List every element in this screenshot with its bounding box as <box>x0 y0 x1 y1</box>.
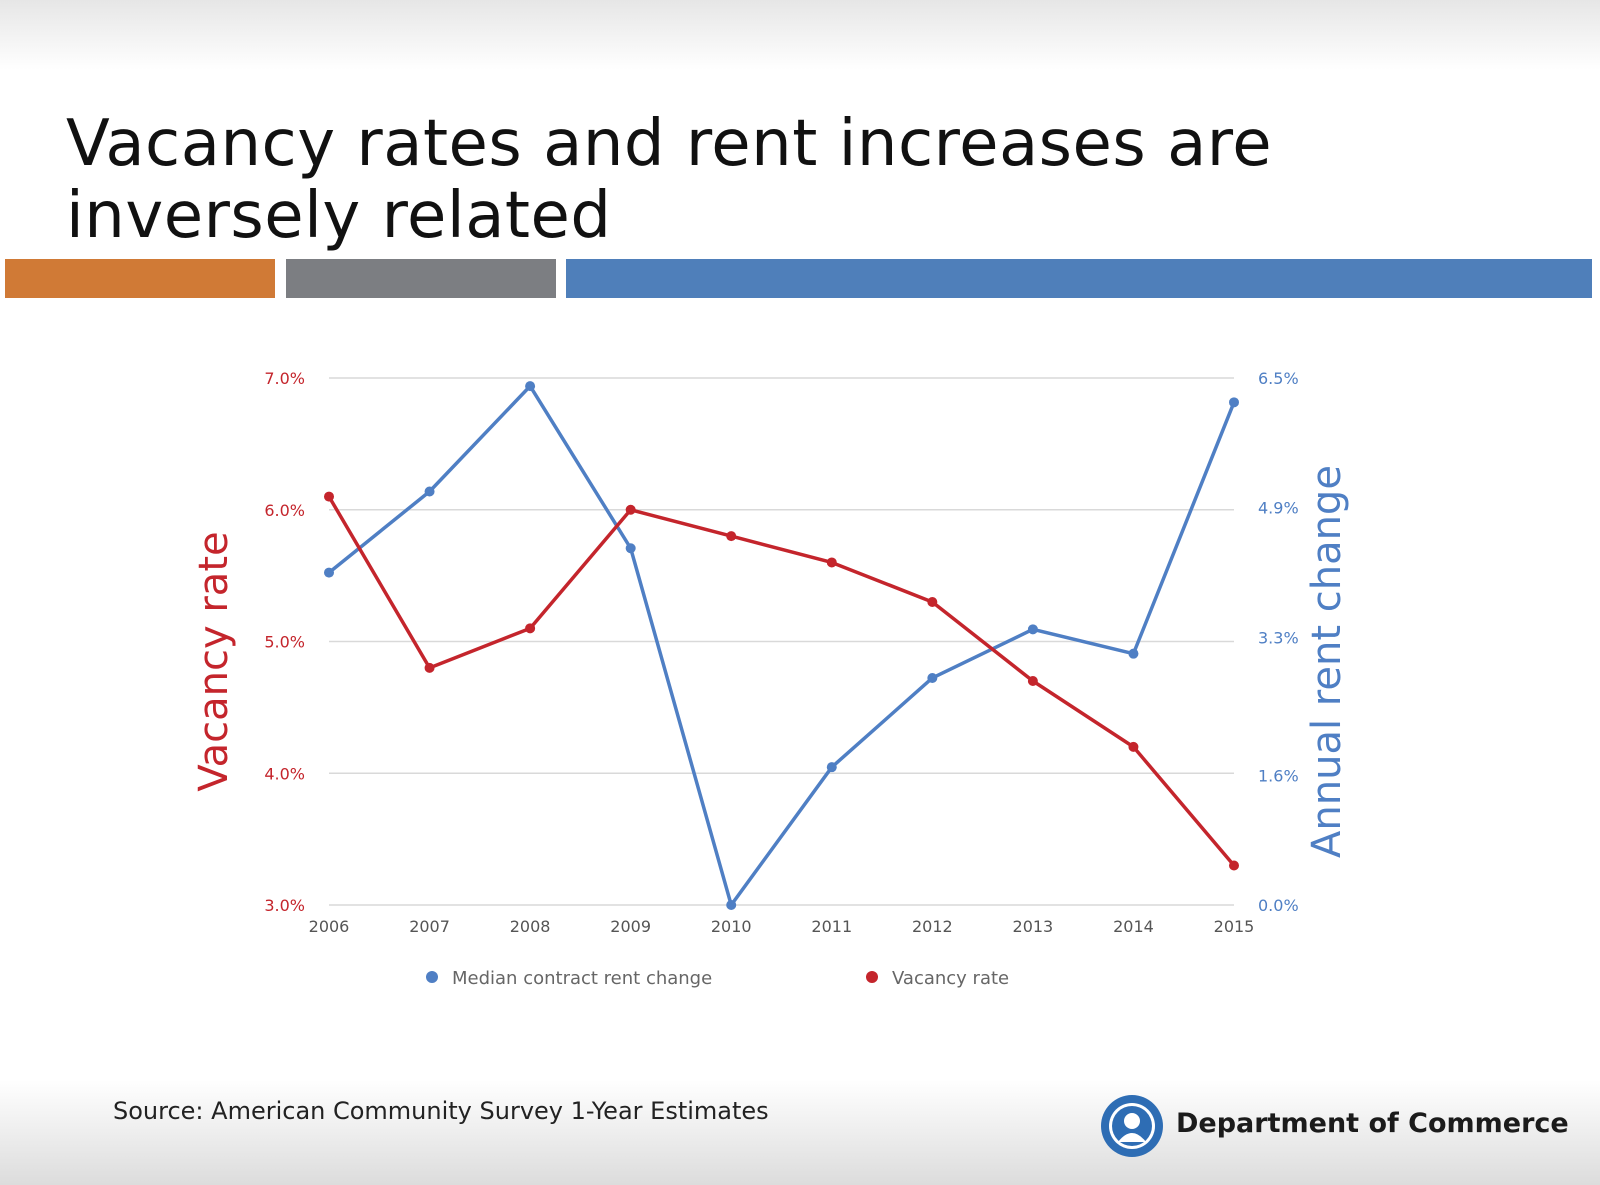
data-point-median-contract-rent-change <box>625 543 636 554</box>
x-tick-label: 2010 <box>711 917 752 936</box>
y-right-tick-label: 1.6% <box>1258 766 1299 785</box>
data-point-vacancy-rate <box>525 623 536 634</box>
x-tick-label: 2008 <box>510 917 551 936</box>
legend-label-median-contract-rent-change: Median contract rent change <box>452 968 712 989</box>
y-right-tick-label: 0.0% <box>1258 896 1299 915</box>
y-right-axis-title: Annual rent change <box>1304 465 1350 858</box>
x-tick-label: 2013 <box>1013 917 1054 936</box>
y-right-tick-label: 4.9% <box>1258 499 1299 518</box>
source-note: Source: American Community Survey 1-Year… <box>113 1097 769 1125</box>
y-right-tick-label: 3.3% <box>1258 628 1299 647</box>
data-point-vacancy-rate <box>424 662 435 673</box>
data-point-vacancy-rate <box>625 504 636 515</box>
data-point-median-contract-rent-change <box>1229 397 1239 408</box>
x-tick-label: 2012 <box>912 917 953 936</box>
data-point-median-contract-rent-change <box>324 567 334 578</box>
y-left-tick-label: 6.0% <box>264 501 305 520</box>
slide-title: Vacancy rates and rent increases are inv… <box>66 107 1273 253</box>
data-point-vacancy-rate <box>927 596 938 607</box>
data-point-median-contract-rent-change <box>424 486 435 497</box>
data-point-median-contract-rent-change <box>826 762 837 773</box>
data-point-vacancy-rate <box>1128 741 1139 752</box>
state-of-washington-seal-icon <box>1101 1095 1163 1157</box>
data-point-median-contract-rent-change <box>1128 648 1139 659</box>
data-point-vacancy-rate <box>324 491 334 502</box>
y-left-axis-title: Vacancy rate <box>191 531 237 791</box>
legend-marker-vacancy-rate <box>866 971 878 983</box>
x-tick-label: 2015 <box>1214 917 1255 936</box>
data-point-median-contract-rent-change <box>1027 624 1038 635</box>
x-tick-label: 2011 <box>811 917 852 936</box>
y-left-tick-label: 3.0% <box>264 896 305 915</box>
data-point-median-contract-rent-change <box>927 672 938 683</box>
series-line-vacancy-rate <box>327 495 1236 867</box>
data-point-vacancy-rate <box>1027 676 1038 687</box>
x-tick-label: 2007 <box>409 917 450 936</box>
data-point-vacancy-rate <box>726 531 737 542</box>
x-tick-label: 2009 <box>610 917 651 936</box>
accent-bar-gray <box>286 259 556 298</box>
accent-bar-blue <box>566 259 1592 298</box>
y-right-tick-label: 6.5% <box>1258 369 1299 388</box>
data-point-vacancy-rate <box>826 557 837 568</box>
x-tick-label: 2014 <box>1113 917 1154 936</box>
accent-bar-orange <box>5 259 275 298</box>
legend-marker-median-contract-rent-change <box>426 971 438 983</box>
y-left-tick-label: 5.0% <box>264 633 305 652</box>
y-left-tick-label: 7.0% <box>264 369 305 388</box>
data-point-vacancy-rate <box>1229 860 1239 871</box>
legend-label-vacancy-rate: Vacancy rate <box>892 968 1009 989</box>
y-left-tick-label: 4.0% <box>264 764 305 783</box>
series-line-median-contract-rent-change <box>327 384 1236 907</box>
organization-name: Department of Commerce <box>1176 1108 1569 1139</box>
x-tick-label: 2006 <box>309 917 350 936</box>
data-point-median-contract-rent-change <box>525 381 536 392</box>
data-point-median-contract-rent-change <box>726 900 737 910</box>
